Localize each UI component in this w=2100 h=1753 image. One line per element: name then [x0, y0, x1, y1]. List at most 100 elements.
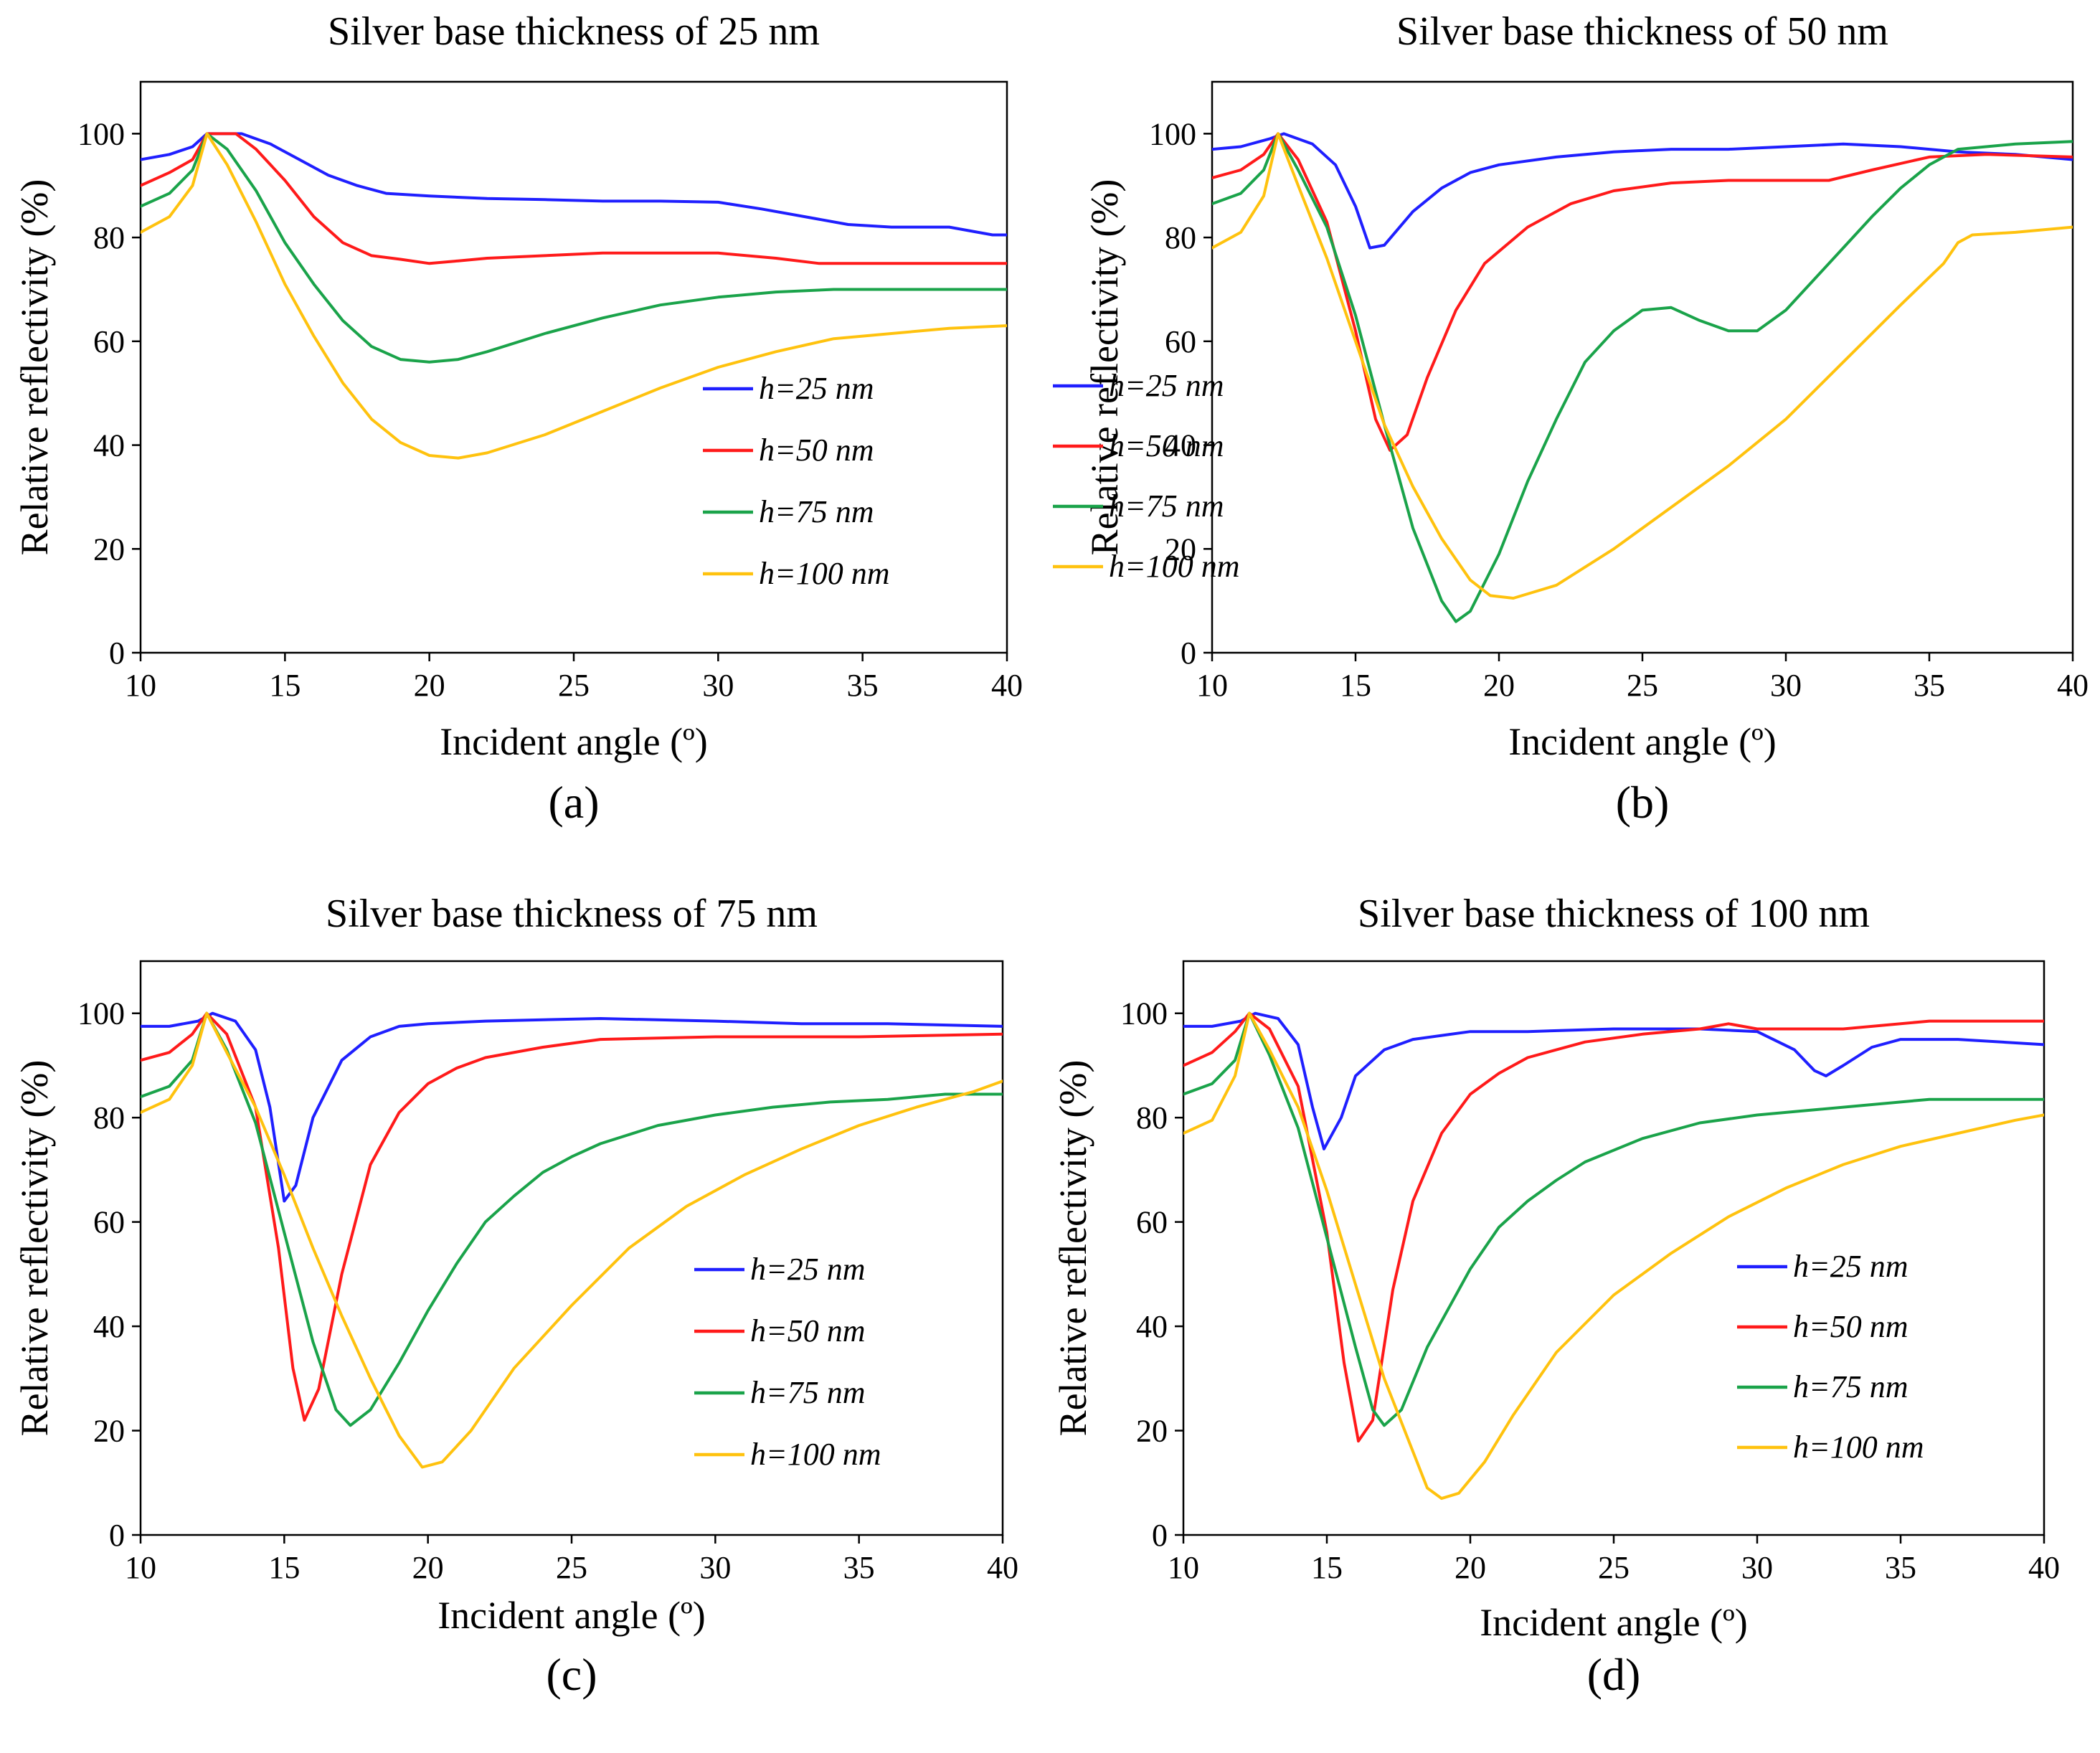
chart-title: Silver base thickness of 50 nm [1396, 9, 1888, 54]
x-tick-label: 40 [2028, 1550, 2060, 1585]
y-tick-label: 40 [1136, 1309, 1168, 1344]
y-tick-label: 80 [93, 220, 125, 255]
legend-entry: h=75 nm [759, 494, 874, 529]
x-tick-label: 15 [268, 1550, 300, 1585]
y-tick-label: 100 [1149, 116, 1196, 151]
x-tick-label: 30 [699, 1550, 731, 1585]
legend-entry: h=100 nm [1793, 1430, 1924, 1465]
legend-entry: h=25 nm [1793, 1249, 1908, 1284]
x-axis-label: Incident angle (º) [1480, 1601, 1748, 1644]
panel-label: (c) [546, 1649, 597, 1700]
y-tick-label: 0 [109, 1518, 125, 1553]
y-tick-label: 20 [1136, 1414, 1168, 1449]
x-tick-label: 35 [843, 1550, 875, 1585]
chart-title: Silver base thickness of 75 nm [326, 892, 818, 936]
legend-entry: h=100 nm [1109, 549, 1239, 584]
y-tick-label: 20 [93, 531, 125, 567]
panel-label: (d) [1587, 1649, 1641, 1700]
series-line-1 [1183, 1011, 2044, 1150]
x-axis-label: Incident angle (º) [438, 1594, 706, 1637]
legend-entry: h=50 nm [1793, 1309, 1908, 1344]
legend-entry: h=25 nm [750, 1252, 865, 1287]
series-line-2 [1183, 1011, 2044, 1443]
x-tick-label: 35 [1914, 668, 1945, 703]
legend-entry: h=75 nm [1109, 488, 1224, 524]
x-tick-label: 25 [1627, 668, 1658, 703]
y-tick-label: 0 [1152, 1518, 1168, 1553]
legend-entry: h=25 nm [1109, 368, 1224, 403]
y-tick-label: 60 [93, 1205, 125, 1240]
legend-entry: h=100 nm [759, 556, 889, 591]
x-tick-label: 15 [1340, 668, 1371, 703]
y-tick-label: 80 [93, 1100, 125, 1135]
series-line-1 [1212, 132, 2073, 250]
y-axis-label: Relative reflectivity (%) [13, 179, 56, 556]
legend-entry: h=75 nm [1793, 1369, 1908, 1404]
y-tick-label: 40 [1165, 428, 1196, 463]
y-tick-label: 0 [109, 635, 125, 671]
x-tick-label: 40 [991, 668, 1023, 703]
series-line-2 [141, 132, 1007, 265]
x-tick-label: 20 [412, 1550, 444, 1585]
y-tick-label: 60 [1165, 324, 1196, 359]
x-axis-label: Incident angle (º) [1508, 720, 1777, 763]
x-tick-label: 40 [987, 1550, 1018, 1585]
y-tick-label: 80 [1136, 1100, 1168, 1135]
y-tick-label: 100 [77, 996, 125, 1031]
series-line-2 [141, 1011, 1003, 1422]
series-line-1 [141, 1011, 1003, 1203]
legend-entry: h=50 nm [750, 1313, 865, 1348]
chart-title: Silver base thickness of 100 nm [1358, 892, 1870, 936]
series-line-4 [1183, 1011, 2044, 1501]
y-tick-label: 100 [1120, 996, 1168, 1031]
series-line-4 [1212, 132, 2073, 600]
series-line-4 [141, 132, 1007, 460]
y-tick-label: 20 [93, 1414, 125, 1449]
series-line-3 [1183, 1011, 2044, 1427]
x-tick-label: 30 [1770, 668, 1802, 703]
y-tick-label: 0 [1181, 635, 1196, 671]
series-line-2 [1212, 132, 2073, 452]
panel-label: (a) [548, 777, 599, 828]
y-axis-label: Relative reflectivity (%) [1051, 1060, 1094, 1437]
y-tick-label: 80 [1165, 220, 1196, 255]
y-tick-label: 40 [93, 428, 125, 463]
x-tick-label: 20 [1483, 668, 1515, 703]
x-tick-label: 25 [558, 668, 590, 703]
legend-entry: h=100 nm [750, 1437, 881, 1472]
panel-label: (b) [1616, 777, 1670, 828]
legend-entry: h=50 nm [1109, 428, 1224, 463]
chart-title: Silver base thickness of 25 nm [328, 9, 820, 54]
legend-entry: h=75 nm [750, 1375, 865, 1410]
x-tick-label: 10 [125, 1550, 156, 1585]
legend-entry: h=25 nm [759, 371, 874, 406]
x-tick-label: 30 [1741, 1550, 1773, 1585]
legend-entry: h=50 nm [759, 433, 874, 468]
y-tick-label: 100 [77, 116, 125, 151]
x-tick-label: 15 [269, 668, 301, 703]
x-tick-label: 10 [1168, 1550, 1199, 1585]
series-line-3 [141, 132, 1007, 364]
x-tick-label: 25 [1598, 1550, 1630, 1585]
x-tick-label: 10 [1196, 668, 1228, 703]
y-tick-label: 60 [93, 324, 125, 359]
x-tick-label: 35 [847, 668, 879, 703]
x-tick-label: 10 [125, 668, 156, 703]
x-tick-label: 35 [1885, 1550, 1916, 1585]
x-tick-label: 20 [1455, 1550, 1486, 1585]
x-tick-label: 25 [556, 1550, 587, 1585]
chart-panel-4: Silver base thickness of 100 nm 10 15 20 25 3… [1051, 892, 2060, 1700]
y-tick-label: 60 [1136, 1205, 1168, 1240]
x-tick-label: 30 [702, 668, 734, 703]
y-tick-label: 40 [93, 1309, 125, 1344]
x-tick-label: 40 [2057, 668, 2089, 703]
x-tick-label: 20 [414, 668, 445, 703]
x-axis-label: Incident angle (º) [440, 720, 708, 763]
series-line-3 [1212, 132, 2073, 623]
chart-panel-2: Silver base thickness of 50 nm 10 15 20 25 30… [1053, 9, 2089, 828]
chart-panel-3: Silver base thickness of 75 nm 10 15 20 25 30… [13, 892, 1018, 1700]
y-axis-label: Relative reflectivity (%) [1083, 179, 1126, 556]
x-tick-label: 15 [1311, 1550, 1343, 1585]
